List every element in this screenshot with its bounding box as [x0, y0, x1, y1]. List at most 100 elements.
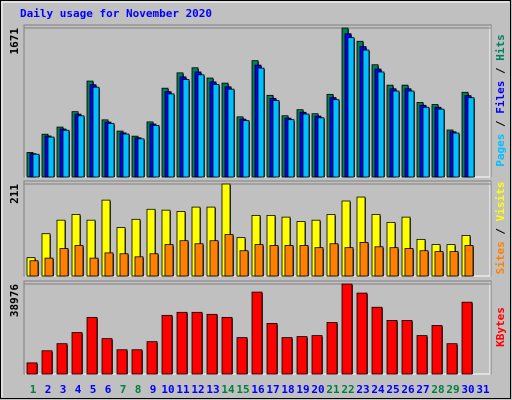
x-tick-label: 3 — [60, 383, 67, 396]
bar — [431, 325, 443, 375]
x-tick-label: 19 — [296, 383, 309, 396]
x-tick-label: 31 — [476, 383, 490, 396]
bar — [161, 314, 173, 375]
bar — [452, 132, 460, 178]
legend-separator: / — [494, 221, 507, 241]
x-tick-label: 10 — [161, 383, 174, 396]
bar — [422, 106, 430, 178]
y-tick-label: 211 — [8, 184, 21, 204]
bar — [299, 245, 309, 277]
x-tick-label: 4 — [75, 383, 82, 396]
bar — [302, 113, 310, 178]
bar — [77, 115, 85, 178]
legend-entry: Sites — [494, 241, 507, 274]
bar — [419, 250, 429, 277]
bar — [434, 251, 444, 277]
bar — [221, 316, 233, 375]
bar — [47, 136, 55, 178]
bar — [134, 256, 144, 277]
legend-separator: / — [494, 61, 507, 81]
bar — [467, 97, 475, 178]
bar — [131, 349, 143, 375]
bar — [194, 243, 204, 277]
bar — [209, 240, 219, 277]
bar — [44, 257, 54, 277]
y-tick-label: 1671 — [8, 28, 21, 55]
bar — [392, 90, 400, 178]
x-tick-label: 7 — [120, 383, 127, 396]
y-tick-label: 38976 — [8, 284, 21, 317]
legend: Sites / Visits — [494, 182, 507, 275]
bar — [92, 86, 100, 178]
legend: Pages / Files / Hits — [494, 34, 507, 167]
x-tick-label: 27 — [416, 383, 429, 396]
x-tick-label: 18 — [281, 383, 294, 396]
bar — [41, 350, 53, 375]
bar — [71, 332, 83, 375]
bar — [212, 84, 220, 178]
x-tick-label: 24 — [371, 383, 385, 396]
bar — [137, 138, 145, 178]
bar — [239, 250, 249, 277]
bar — [374, 246, 384, 277]
bar — [146, 341, 158, 375]
x-tick-label: 1 — [30, 383, 37, 396]
bar — [311, 335, 323, 375]
bar — [377, 71, 385, 178]
bar — [464, 245, 474, 277]
x-tick-label: 25 — [386, 383, 399, 396]
bar — [329, 243, 339, 277]
bar — [386, 320, 398, 375]
bar — [167, 93, 175, 178]
x-tick-label: 6 — [105, 383, 112, 396]
bar — [176, 311, 188, 375]
bar — [86, 316, 98, 375]
bar — [254, 244, 264, 277]
bar — [371, 306, 383, 375]
bar — [152, 125, 160, 178]
legend: KBytes — [494, 307, 507, 347]
bar — [272, 100, 280, 178]
bar — [359, 242, 369, 277]
bar — [347, 37, 355, 178]
bar — [356, 292, 368, 375]
bar — [32, 153, 40, 178]
bar — [122, 133, 130, 178]
bar — [407, 90, 415, 178]
legend-entry: Visits — [494, 182, 507, 222]
bar — [62, 129, 70, 178]
bar — [101, 338, 113, 375]
bar — [197, 74, 205, 178]
x-tick-label: 2 — [45, 383, 52, 396]
bar — [326, 322, 338, 375]
bar — [116, 349, 128, 375]
bar — [191, 311, 203, 375]
bar — [296, 336, 308, 375]
bar — [416, 335, 428, 375]
bar — [404, 248, 414, 277]
bar — [29, 260, 39, 277]
legend-entry: KBytes — [494, 307, 507, 347]
x-tick-label: 9 — [150, 383, 157, 396]
x-tick-label: 12 — [191, 383, 204, 396]
bar — [224, 234, 234, 277]
bar — [284, 245, 294, 277]
bar — [341, 283, 353, 375]
bar — [164, 244, 174, 277]
bar — [242, 120, 250, 178]
x-tick-label: 22 — [341, 383, 354, 396]
bar — [317, 117, 325, 178]
bar — [119, 253, 129, 277]
x-tick-label: 17 — [266, 383, 279, 396]
bar — [74, 245, 84, 277]
x-tick-label: 15 — [236, 383, 249, 396]
bar — [287, 119, 295, 178]
bar — [266, 323, 278, 375]
bar — [344, 247, 354, 277]
bar — [206, 313, 218, 375]
x-tick-label: 26 — [401, 383, 415, 396]
legend-entry: Hits — [494, 34, 507, 61]
bar — [236, 337, 248, 375]
